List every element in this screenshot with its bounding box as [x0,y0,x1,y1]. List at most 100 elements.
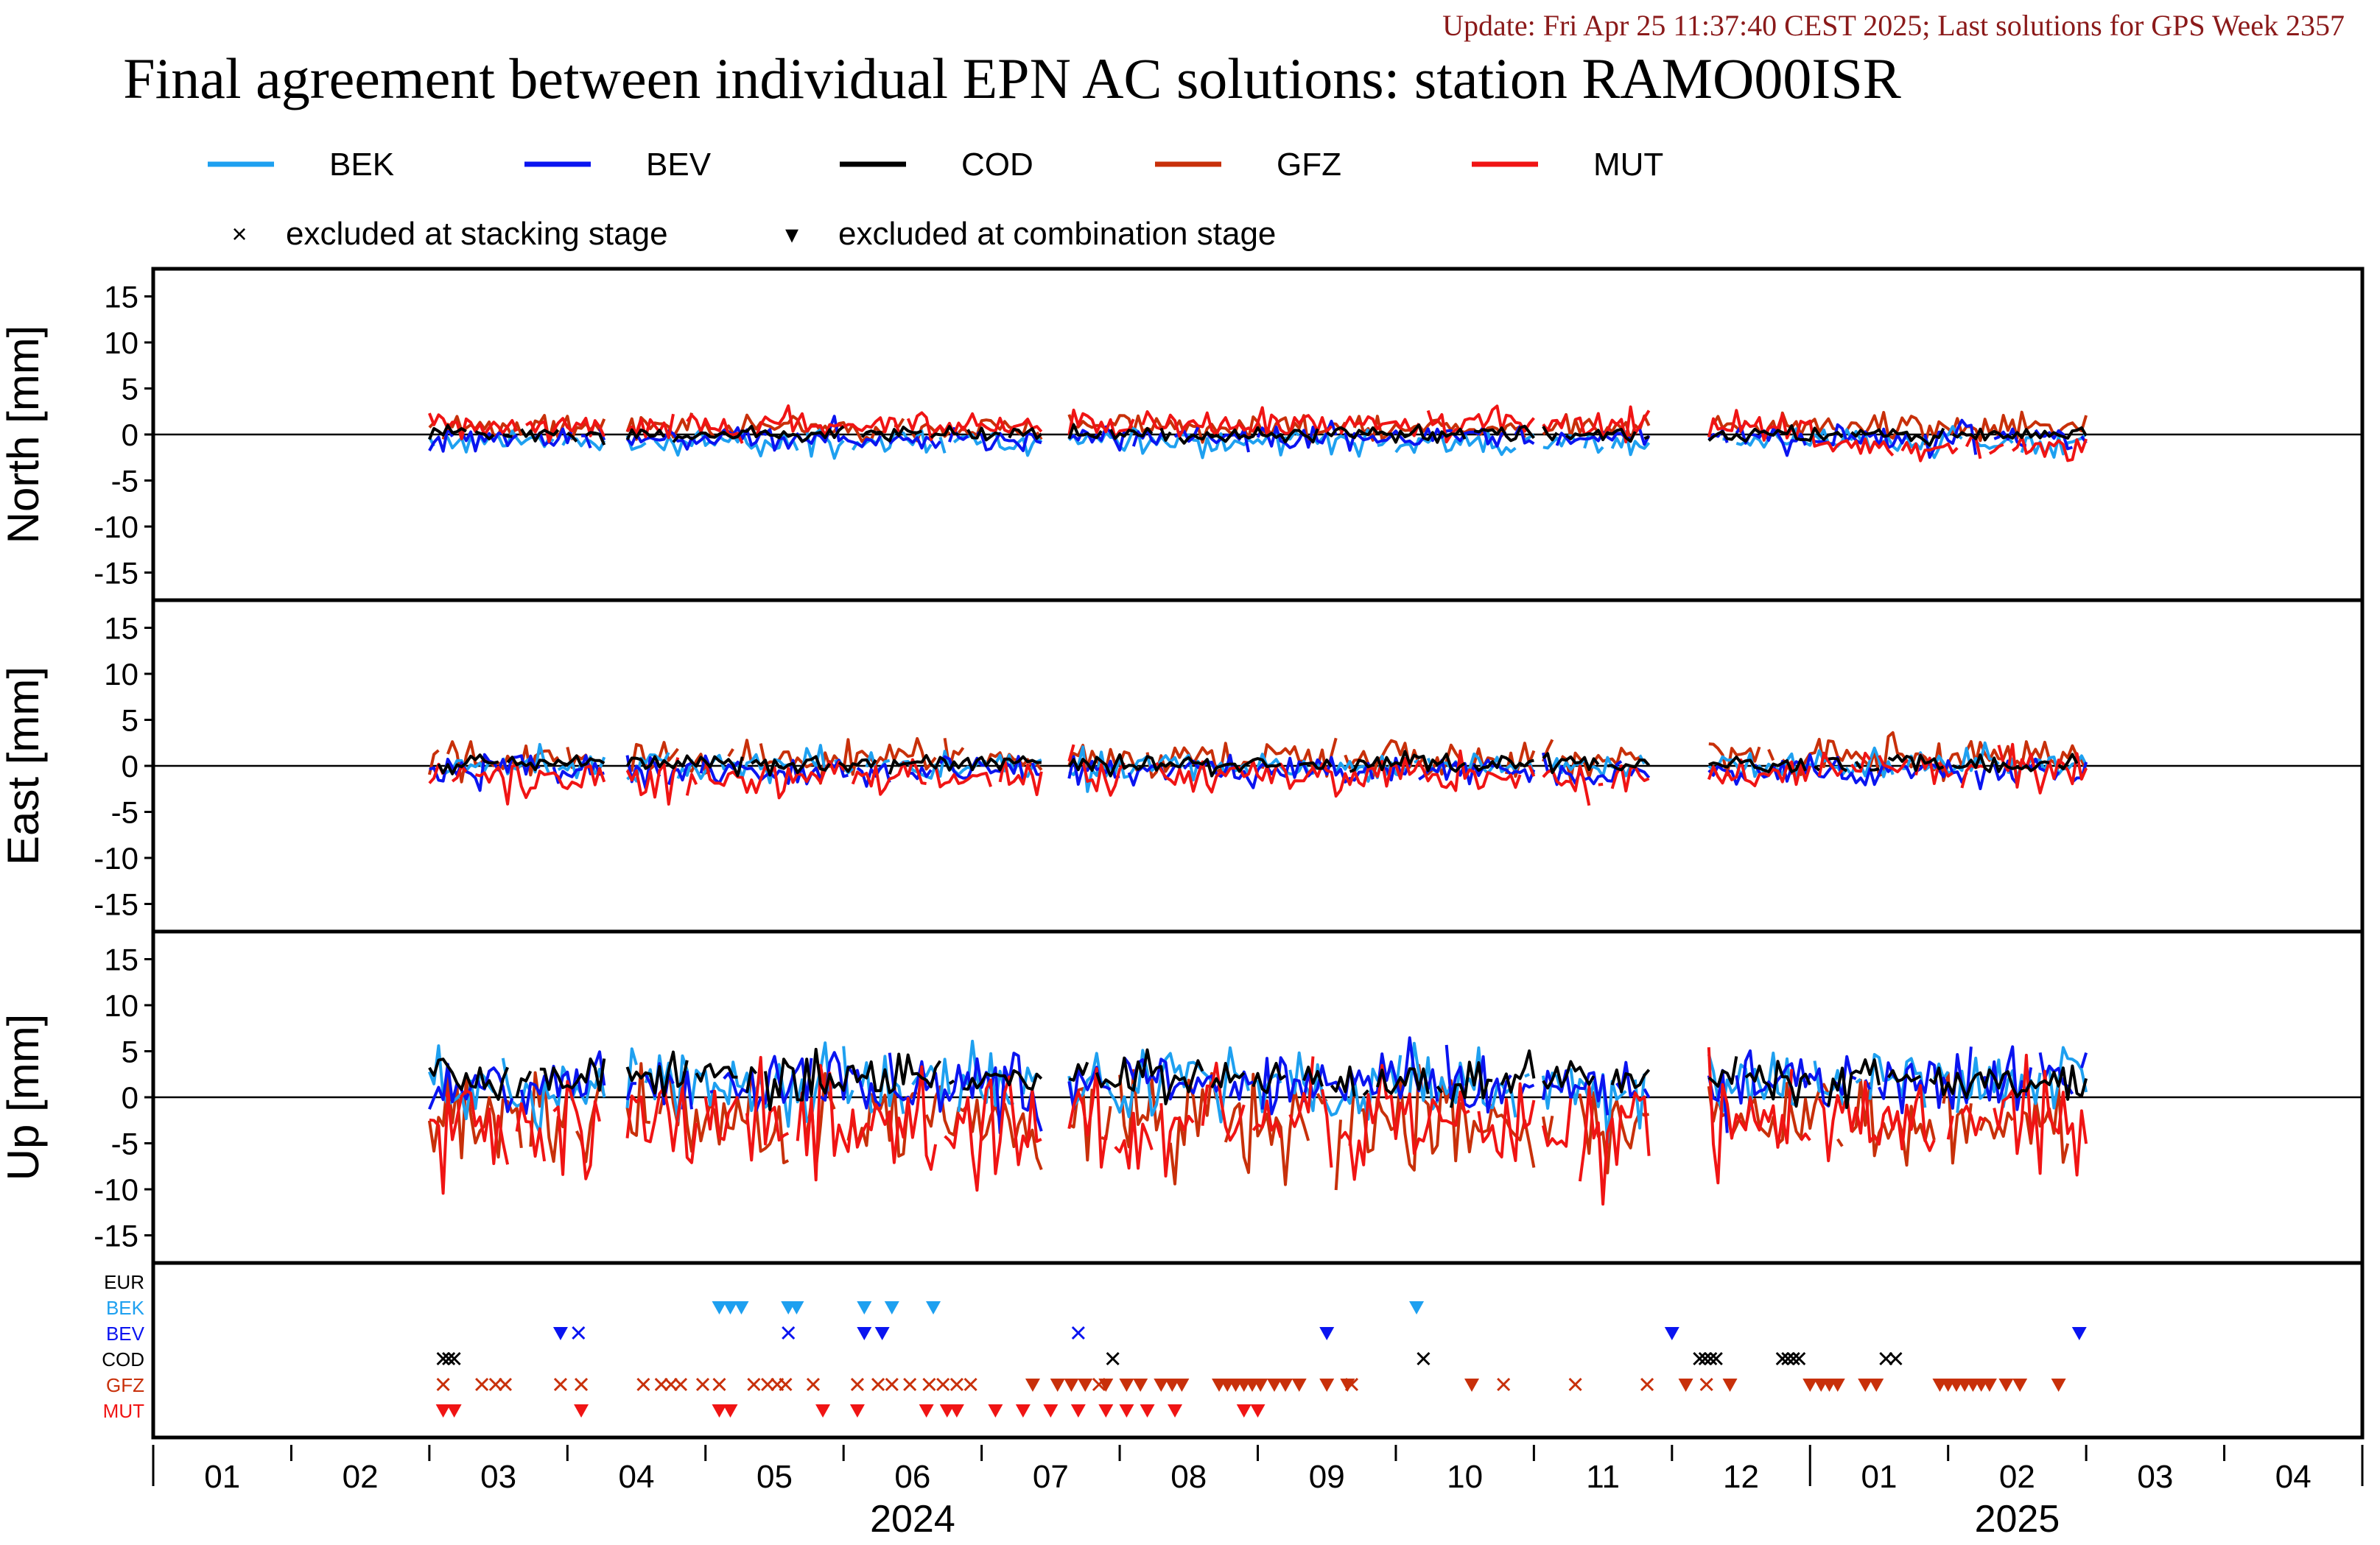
combination-exclusion-marker [1043,1404,1059,1418]
month-label: 10 [1447,1459,1483,1495]
stacking-exclusion-marker [850,1377,864,1392]
legend-label-bev: BEV [646,147,712,183]
month-label: 09 [1309,1459,1345,1495]
combination-exclusion-marker [926,1301,941,1315]
month-label: 02 [1999,1459,2035,1495]
legend-marker-label: excluded at combination stage [838,216,1276,252]
stacking-exclusion-marker [1786,1351,1800,1366]
y-tick-label: -15 [94,556,138,591]
stacking-exclusion-marker [673,1377,688,1392]
y-tick-label: 10 [104,325,138,360]
exclusion-row-label-gfz: GFZ [106,1374,144,1396]
legend-triangle-marker-icon: ▾ [785,219,798,249]
combination-exclusion-marker [723,1404,738,1418]
stacking-exclusion-marker [1879,1351,1893,1366]
month-label: 03 [2137,1459,2173,1495]
combination-exclusion-marker [1174,1379,1190,1392]
legend-label-mut: MUT [1593,147,1663,183]
series-group [153,404,2362,462]
panel-up: 15 10 5 0 -5 -10 -15 Up [mm] [0,929,2365,1265]
combination-exclusion-marker [1140,1404,1155,1418]
legend-label-bek: BEK [329,147,394,183]
stacking-exclusion-marker [574,1377,589,1392]
stacking-exclusion-marker [871,1377,885,1392]
exclusion-row-label-mut: MUT [103,1400,144,1422]
stacking-exclusion-marker [922,1377,936,1392]
y-tick-label: -10 [94,510,138,544]
combination-exclusion-marker [1078,1379,1093,1392]
month-label: 11 [1586,1459,1620,1495]
stacking-exclusion-marker [1704,1351,1718,1366]
combination-exclusion-marker [2012,1379,2028,1392]
combination-exclusion-marker [988,1404,1003,1418]
y-tick-label: 5 [122,703,138,738]
y-tick-label: -15 [94,1219,138,1253]
stacking-exclusion-marker [664,1377,678,1392]
combination-exclusion-marker [1664,1327,1679,1340]
month-label: 02 [343,1459,379,1495]
combination-exclusion-marker [1830,1379,1845,1392]
legend-x-marker-icon: × [231,219,247,249]
combination-exclusion-marker [1291,1379,1307,1392]
combination-exclusion-marker [1319,1379,1335,1392]
panel-north: 15 10 5 0 -5 -10 -15 North [mm] [0,267,2365,602]
stacking-exclusion-marker [1792,1351,1806,1366]
stacking-exclusion-marker [806,1377,821,1392]
exclusion-row-label-cod: COD [102,1348,144,1370]
series-line-cod [428,423,2088,447]
combination-exclusion-marker [874,1327,890,1340]
combination-exclusion-marker [1869,1379,1884,1392]
month-label: 03 [480,1459,516,1495]
y-tick-label: -10 [94,841,138,876]
stacking-exclusion-marker [949,1377,963,1392]
stacking-exclusion-marker [1889,1351,1903,1366]
combination-exclusion-marker [857,1327,872,1340]
series-line-bev [429,752,2088,792]
combination-exclusion-marker [939,1404,955,1418]
stacking-exclusion-marker [761,1377,775,1392]
combination-exclusion-marker [849,1404,865,1418]
y-axis-label: North [mm] [0,325,48,544]
stacking-exclusion-marker [475,1377,489,1392]
stacking-exclusion-marker [747,1377,761,1392]
y-tick-label: -5 [111,1127,138,1161]
legend-marker-label: excluded at stacking stage [286,216,668,252]
stacking-exclusion-marker [1071,1326,1085,1340]
month-label: 08 [1170,1459,1207,1495]
combination-exclusion-marker [1154,1379,1169,1392]
stacking-exclusion-marker [1417,1351,1431,1366]
y-tick-label: -10 [94,1172,138,1207]
month-label: 04 [2275,1459,2311,1495]
stacking-exclusion-marker [779,1377,793,1392]
combination-exclusion-marker [1464,1379,1480,1392]
stacking-exclusion-marker [963,1377,977,1392]
time-axis: 01 02 03 04 05 06 07 08 09 10 11 12 01 02 03 04 2024 2025 [152,1445,2364,1541]
exclusion-panel: EUR BEK BEV COD GFZ MUT [102,1261,2365,1440]
stacking-exclusion-marker [782,1326,796,1340]
stacking-exclusion-marker [1106,1351,1120,1366]
series-group [153,1036,2362,1206]
legend: BEK BEV COD GFZ MUT × excluded at stacking sta… [208,147,1663,252]
combination-exclusion-marker [919,1404,934,1418]
y-tick-label: 10 [104,988,138,1023]
stacking-exclusion-marker [1781,1351,1795,1366]
combination-exclusion-marker [2071,1327,2087,1340]
month-label: 01 [1861,1459,1897,1495]
y-tick-label: 5 [122,372,138,407]
y-axis-label: Up [mm] [0,1014,48,1181]
combination-exclusion-marker [1998,1379,2014,1392]
combination-exclusion-marker [1119,1379,1134,1392]
combination-exclusion-marker [1236,1404,1252,1418]
stacking-exclusion-marker [1699,1377,1713,1392]
combination-exclusion-marker [1050,1379,1065,1392]
combination-exclusion-marker [789,1301,804,1315]
stacking-exclusion-marker [1640,1377,1654,1392]
y-axis-label: East [mm] [0,666,48,865]
combination-exclusion-marker [1277,1379,1293,1392]
combination-exclusion-marker [1133,1379,1148,1392]
series-line-cod [428,1047,2088,1111]
stacking-exclusion-marker [1693,1351,1707,1366]
month-label: 06 [894,1459,930,1495]
combination-exclusion-marker [1802,1379,1818,1392]
stacking-exclusion-marker [903,1377,917,1392]
